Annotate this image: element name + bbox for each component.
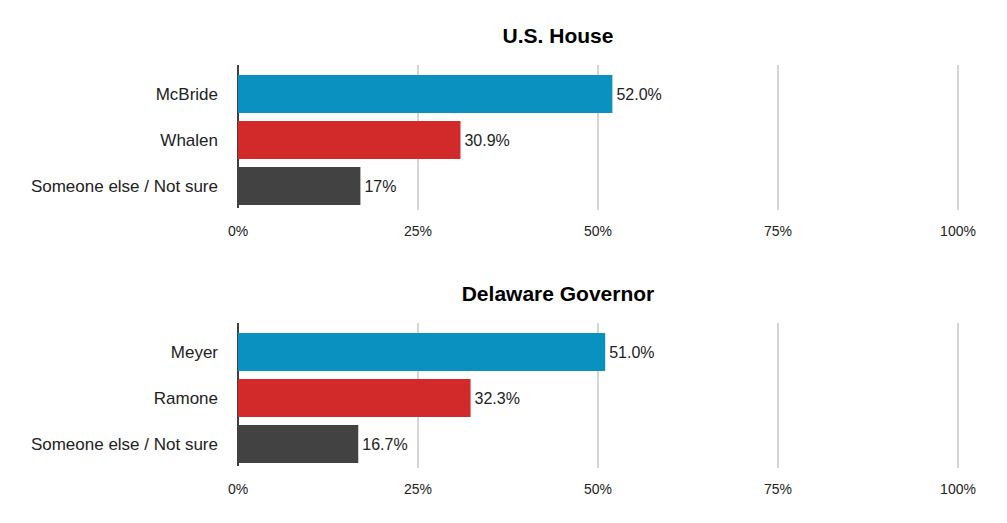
category-label: McBride (156, 85, 218, 104)
bar (238, 121, 460, 159)
category-label: Someone else / Not sure (31, 435, 218, 454)
chart-panel: U.S. House 0% 25% 50% 75% 100% 52.0% McBride 30.… (31, 24, 976, 239)
category-label: Someone else / Not sure (31, 177, 218, 196)
chart-svg: U.S. House 0% 25% 50% 75% 100% 52.0% McBride 30.… (0, 0, 1007, 523)
data-label: 17% (364, 178, 396, 195)
tick-label: 0% (228, 481, 248, 497)
bar (238, 379, 471, 417)
chart-title: U.S. House (503, 24, 614, 47)
grid-line (957, 323, 959, 468)
tick-label: 0% (228, 223, 248, 239)
bars (238, 333, 605, 463)
bar (238, 333, 605, 371)
category-label: Meyer (171, 343, 219, 362)
chart-panel: Delaware Governor 0% 25% 50% 75% 100% 51.0% Mey… (31, 282, 976, 497)
chart-title: Delaware Governor (462, 282, 655, 305)
grid-line (777, 65, 779, 210)
background (0, 0, 1007, 523)
tick-label: 100% (940, 223, 976, 239)
data-label: 30.9% (464, 132, 509, 149)
bars (238, 75, 612, 205)
bar (238, 75, 612, 113)
tick-label: 25% (404, 481, 432, 497)
tick-label: 75% (764, 481, 792, 497)
category-label: Whalen (160, 131, 218, 150)
tick-label: 25% (404, 223, 432, 239)
data-label: 16.7% (362, 436, 407, 453)
chart-root: U.S. House 0% 25% 50% 75% 100% 52.0% McBride 30.… (0, 0, 1007, 523)
bar (238, 167, 360, 205)
category-label: Ramone (154, 389, 218, 408)
tick-label: 75% (764, 223, 792, 239)
tick-label: 50% (584, 481, 612, 497)
data-label: 52.0% (616, 86, 661, 103)
bar (238, 425, 358, 463)
data-label: 51.0% (609, 344, 654, 361)
tick-label: 50% (584, 223, 612, 239)
data-label: 32.3% (475, 390, 520, 407)
tick-label: 100% (940, 481, 976, 497)
grid-line (957, 65, 959, 210)
grid-line (777, 323, 779, 468)
